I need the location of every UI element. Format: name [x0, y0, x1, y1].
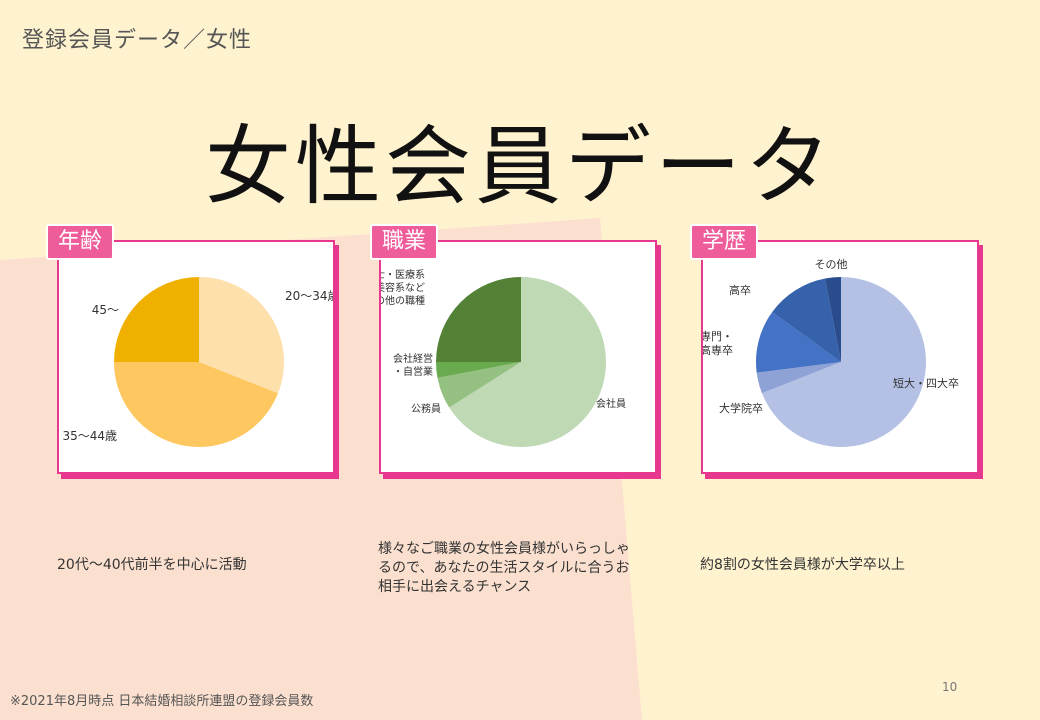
caption-line: 様々なご職業の女性会員様がいらっしゃ [378, 541, 630, 557]
pie-slice [114, 362, 279, 447]
pie-slice [437, 362, 521, 408]
slice-label: 会社経営・自営業 [393, 352, 433, 378]
caption-line: 約8割の女性会員様が大学卒以上 [700, 557, 905, 573]
slice-label: 45〜 [92, 303, 119, 317]
pie-slice [756, 362, 841, 394]
slice-label: 大学院卒 [719, 401, 763, 415]
slice-label: 短大・四大卒 [893, 376, 959, 390]
slice-label: 専門・高専卒 [703, 330, 733, 357]
caption-education: 約8割の女性会員様が大学卒以上 [700, 556, 905, 575]
pie-slice [825, 277, 841, 362]
age-pie-chart: 20〜34歳 35〜44歳 45〜 [62, 277, 333, 447]
caption-line: 20代〜40代前半を中心に活動 [57, 557, 247, 573]
pie-slice [436, 362, 521, 378]
slice-label: 20〜34歳 [285, 289, 333, 303]
pie-slice [449, 277, 606, 447]
occupation-pie-chart: 会社員 公務員 会社経営・自営業 保育士・医療系美容系などその他の職種 [381, 268, 626, 447]
caption-line: るので、あなたの生活スタイルに合うお [378, 560, 630, 576]
caption-occupation: 様々なご職業の女性会員様がいらっしゃ るので、あなたの生活スタイルに合うお 相手… [378, 540, 630, 597]
slice-label: その他 [815, 258, 848, 271]
slice-label: 高卒 [729, 283, 751, 297]
tag-occupation: 職業 [370, 224, 439, 260]
slice-label: 保育士・医療系美容系などその他の職種 [381, 268, 425, 307]
chart-panel-education: 短大・四大卒大学院卒 専門・高専卒 高卒 その他 [701, 240, 979, 474]
chart-panel-age: 20〜34歳 35〜44歳 45〜 [57, 240, 335, 474]
footnote: ※2021年8月時点 日本結婚相談所連盟の登録会員数 [10, 694, 314, 709]
tag-education: 学歴 [690, 224, 759, 260]
slice-label: 35〜44歳 [62, 429, 117, 443]
page-number: 10 [942, 680, 958, 694]
breadcrumb: 登録会員データ／女性 [22, 28, 253, 53]
pie-slice [755, 312, 841, 373]
pie-slice [772, 278, 841, 362]
caption-age: 20代〜40代前半を中心に活動 [57, 556, 247, 575]
pie-slice [761, 277, 927, 447]
tag-age: 年齢 [46, 224, 115, 260]
pie-slice [436, 277, 521, 362]
page-title: 女性会員データ [205, 117, 835, 217]
pie-slice [114, 277, 199, 362]
slice-label: 公務員 [411, 402, 441, 415]
chart-panel-occupation: 会社員 公務員 会社経営・自営業 保育士・医療系美容系などその他の職種 [379, 240, 657, 474]
slice-label: 会社員 [596, 397, 626, 410]
caption-line: 相手に出会えるチャンス [378, 579, 532, 595]
pie-slice [199, 277, 284, 394]
